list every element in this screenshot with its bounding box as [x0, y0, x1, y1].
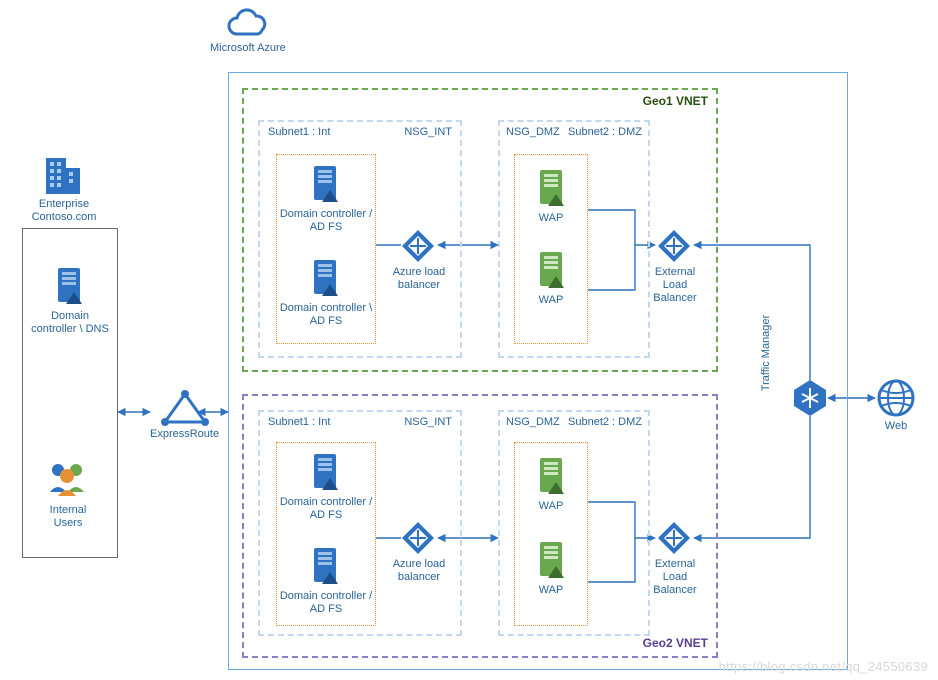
- geo2-title: Geo2 VNET: [643, 636, 708, 650]
- geo1-dc1-label: Domain controller / AD FS: [278, 208, 374, 234]
- traffic-manager-icon: [790, 378, 830, 418]
- traffic-manager-label: Traffic Manager: [760, 308, 773, 398]
- geo1-wap1-label: WAP: [524, 212, 578, 225]
- geo2-subnet-dmz-label: Subnet2 : DMZ: [568, 416, 642, 429]
- dc-dns-label: Domain controller \ DNS: [28, 310, 112, 336]
- enterprise-label: Enterprise Contoso.com: [24, 198, 104, 224]
- expressroute-icon: ExpressRoute: [150, 390, 219, 441]
- web-globe: Web: [876, 378, 916, 433]
- geo1-elb-label: External Load Balancer: [648, 266, 702, 306]
- internal-users-label: Internal Users: [38, 504, 98, 530]
- geo2-elb-label: External Load Balancer: [648, 558, 702, 598]
- web-label: Web: [885, 420, 907, 433]
- geo2-dc2-label: Domain controller / AD FS: [278, 590, 374, 616]
- internal-users-icon: [46, 458, 92, 500]
- geo2-nsg-dmz-label: NSG_DMZ: [506, 416, 560, 429]
- expressroute-label: ExpressRoute: [150, 428, 219, 441]
- geo2-alb: [400, 520, 436, 556]
- geo2-dc1: [308, 452, 342, 492]
- geo1-dc2: [308, 258, 342, 298]
- geo2-subnet-int-label: Subnet1 : Int: [268, 416, 330, 429]
- geo2-wap1: [534, 456, 568, 496]
- geo1-title: Geo1 VNET: [643, 94, 708, 108]
- csdn-watermark: https://blog.csdn.net/qq_24550639: [719, 659, 928, 674]
- enterprise-building: [42, 154, 84, 196]
- geo1-nsg-int-label: NSG_INT: [404, 126, 452, 139]
- azure-cloud-label: Microsoft Azure: [210, 42, 286, 55]
- geo2-wap2-label: WAP: [524, 584, 578, 597]
- azure-cloud: Microsoft Azure: [210, 8, 286, 55]
- geo1-elb: [656, 228, 692, 264]
- geo1-wap2: [534, 250, 568, 290]
- geo2-nsg-int-label: NSG_INT: [404, 416, 452, 429]
- geo1-dc2-label: Domain controller \ AD FS: [278, 302, 374, 328]
- geo2-wap1-label: WAP: [524, 500, 578, 513]
- geo1-wap1: [534, 168, 568, 208]
- geo1-subnet-int-label: Subnet1 : Int: [268, 126, 330, 139]
- geo1-wap2-label: WAP: [524, 294, 578, 307]
- geo1-subnet-dmz-label: Subnet2 : DMZ: [568, 126, 642, 139]
- geo2-dc1-label: Domain controller / AD FS: [278, 496, 374, 522]
- geo2-wap2: [534, 540, 568, 580]
- dc-dns: [52, 266, 86, 306]
- geo1-dc1: [308, 164, 342, 204]
- geo1-alb: [400, 228, 436, 264]
- geo2-dc2: [308, 546, 342, 586]
- geo2-elb: [656, 520, 692, 556]
- geo1-nsg-dmz-label: NSG_DMZ: [506, 126, 560, 139]
- geo1-alb-label: Azure load balancer: [388, 266, 450, 292]
- geo2-alb-label: Azure load balancer: [388, 558, 450, 584]
